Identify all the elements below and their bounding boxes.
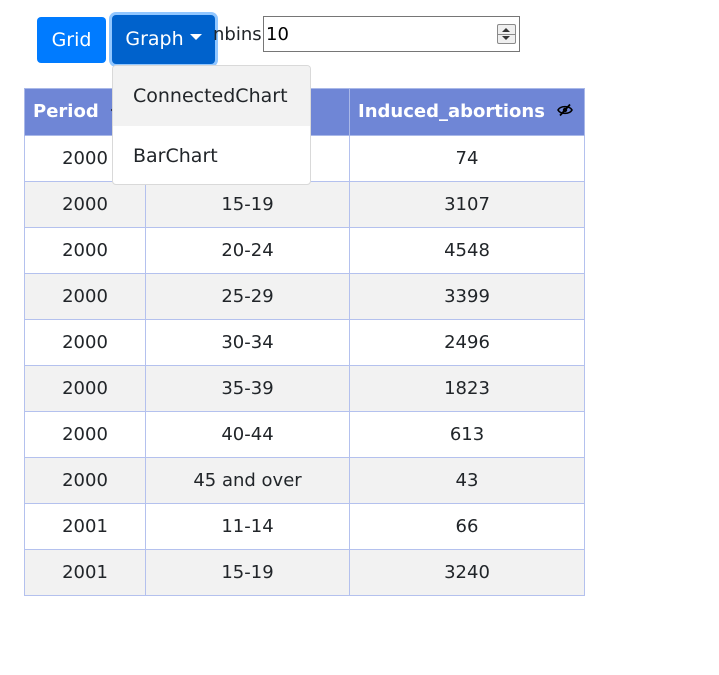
caret-down-icon: [189, 33, 202, 40]
cell-period: 2001: [24, 549, 146, 596]
cell-age: 20-24: [145, 227, 350, 274]
cell-age: 40-44: [145, 411, 350, 458]
cell-age: 35-39: [145, 365, 350, 412]
menu-item-bar-chart[interactable]: BarChart: [133, 145, 218, 167]
cell-induced: 66: [349, 503, 585, 550]
nbins-spinner[interactable]: [497, 24, 516, 44]
cell-age: 45 and over: [145, 457, 350, 504]
cell-age: 15-19: [145, 549, 350, 596]
header-period-label: Period: [33, 101, 99, 123]
spinner-divider: [498, 34, 515, 35]
cell-period: 2000: [24, 273, 146, 320]
table-row: 2000 45 and over 43: [24, 457, 585, 504]
graph-dropdown-menu: ConnectedChart BarChart: [112, 65, 311, 185]
table-row: 2000 20-24 4548: [24, 227, 585, 274]
cell-induced: 43: [349, 457, 585, 504]
menu-item-connected-chart[interactable]: ConnectedChart: [113, 66, 310, 126]
graph-dropdown-button[interactable]: Graph: [112, 15, 215, 64]
spinner-up-icon[interactable]: [502, 28, 510, 32]
cell-period: 2000: [24, 457, 146, 504]
grid-button[interactable]: Grid: [37, 17, 106, 63]
cell-induced: 4548: [349, 227, 585, 274]
nbins-label: nbins: [213, 24, 262, 45]
table-row: 2001 11-14 66: [24, 503, 585, 550]
cell-induced: 1823: [349, 365, 585, 412]
cell-age: 15-19: [145, 181, 350, 228]
cell-period: 2000: [24, 319, 146, 366]
header-induced-label: Induced_abortions: [358, 101, 545, 123]
table-row: 2000 15-19 3107: [24, 181, 585, 228]
nbins-input[interactable]: [263, 16, 520, 52]
table-row: 2000 25-29 3399: [24, 273, 585, 320]
header-induced[interactable]: Induced_abortions: [349, 88, 585, 136]
table-row: 2000 40-44 613: [24, 411, 585, 458]
cell-induced: 3399: [349, 273, 585, 320]
spinner-down-icon[interactable]: [502, 36, 510, 40]
cell-induced: 74: [349, 135, 585, 182]
graph-button-label: Graph: [125, 28, 184, 50]
cell-period: 2000: [24, 365, 146, 412]
cell-induced: 613: [349, 411, 585, 458]
cell-age: 11-14: [145, 503, 350, 550]
cell-age: 25-29: [145, 273, 350, 320]
cell-period: 2000: [24, 227, 146, 274]
cell-induced: 3240: [349, 549, 585, 596]
cell-period: 2000: [24, 181, 146, 228]
eye-slash-icon[interactable]: [557, 101, 574, 122]
cell-age: 30-34: [145, 319, 350, 366]
cell-period: 2000: [24, 411, 146, 458]
cell-induced: 3107: [349, 181, 585, 228]
table-row: 2000 35-39 1823: [24, 365, 585, 412]
table-row: 2000 30-34 2496: [24, 319, 585, 366]
table-row: 2001 15-19 3240: [24, 549, 585, 596]
cell-induced: 2496: [349, 319, 585, 366]
cell-period: 2001: [24, 503, 146, 550]
